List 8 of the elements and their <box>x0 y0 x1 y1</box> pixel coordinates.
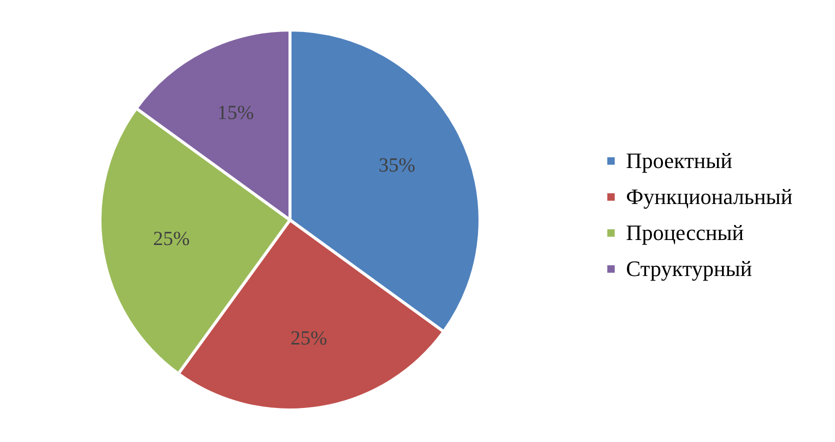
legend-label: Структурный <box>626 256 752 281</box>
legend-label: Функциональный <box>626 184 793 209</box>
data-label: 25% <box>153 228 190 250</box>
legend-label: Проектный <box>626 148 732 173</box>
legend-label: Процессный <box>626 220 744 245</box>
data-label: 35% <box>378 154 416 177</box>
data-label: 15% <box>217 102 254 124</box>
data-label: 25% <box>290 328 328 350</box>
